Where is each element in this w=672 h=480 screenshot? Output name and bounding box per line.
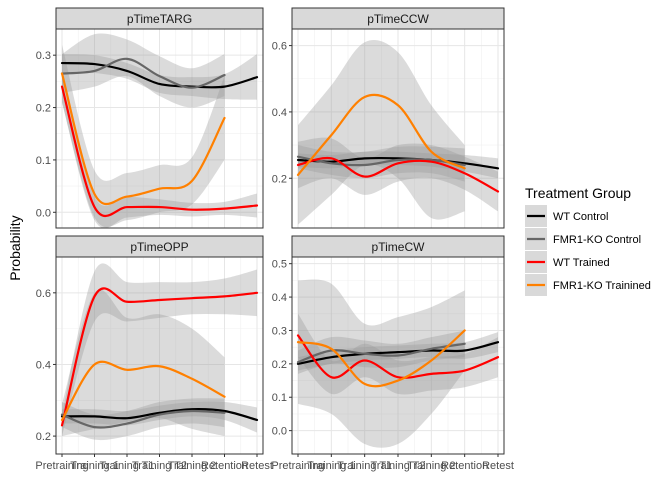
legend: Treatment Group WT Control FMR1-KO Contr…	[525, 185, 651, 296]
y-tick-label: 0.4	[272, 292, 287, 304]
series-line	[60, 72, 226, 206]
series-line	[296, 341, 500, 365]
facet-title: pTimeTARG	[127, 12, 192, 26]
x-tick-label: Pretraining	[271, 460, 324, 472]
y-tick-label: 0.1	[272, 392, 287, 404]
x-tick-label: Training T2	[132, 460, 187, 472]
x-tick-label: Training T2	[370, 460, 425, 472]
legend-entry: WT Trained	[525, 251, 610, 273]
legend-label: WT Control	[553, 211, 608, 223]
facet-title: pTimeCCW	[367, 12, 429, 26]
y-tick-label: 0.6	[36, 288, 51, 300]
x-tick-label: Training 1	[70, 460, 119, 472]
y-tick-label: 0.0	[36, 207, 51, 219]
x-tick-label: Training T1	[337, 460, 392, 472]
x-tick-label: Retest	[241, 460, 273, 472]
legend-entry: FMR1-KO Control	[525, 228, 641, 250]
series-line	[60, 287, 259, 427]
panel-border	[55, 28, 264, 229]
series-line	[296, 334, 500, 379]
y-tick-label: 0.2	[36, 431, 51, 443]
confidence-band	[62, 44, 225, 228]
y-tick-label: 0.0	[272, 426, 287, 438]
x-tick-label: Retention	[201, 460, 248, 472]
series-line	[60, 360, 226, 422]
series-line	[296, 156, 500, 170]
facet-title: pTimeCW	[372, 240, 426, 254]
facet-panel: pTimeCW0.00.10.20.30.40.5PretrainingTrai…	[271, 235, 514, 472]
y-tick-label: 0.4	[272, 107, 287, 119]
x-tick-label: Retention	[441, 460, 488, 472]
confidence-band	[62, 289, 225, 437]
facet-panel: pTimeCCW 0.2 0.4 0.6	[272, 7, 505, 229]
x-tick-label: Pretraining	[35, 460, 88, 472]
panel-border	[291, 28, 505, 229]
y-axis-title: Probability	[7, 215, 23, 280]
confidence-band	[62, 70, 257, 229]
y-tick-label: 0.2	[272, 359, 287, 371]
confidence-band	[298, 137, 498, 212]
x-tick-label: Training 2	[407, 460, 456, 472]
series-line	[296, 155, 466, 167]
legend-entry: FMR1-KO Trainined	[525, 274, 651, 296]
series-line	[60, 61, 259, 89]
y-tick-label: 0.3	[272, 325, 287, 337]
series-line	[296, 329, 466, 388]
facet-panel: pTimeTARG 0.0 0.1 0.2 0.3	[36, 7, 264, 229]
legend-entry: WT Control	[525, 205, 608, 227]
y-tick-label: 0.4	[36, 359, 51, 371]
series-line	[296, 93, 466, 177]
series-line	[296, 156, 500, 193]
series-line	[60, 408, 259, 422]
y-tick-label: 0.3	[36, 50, 51, 62]
confidence-band	[298, 151, 498, 179]
confidence-band	[62, 263, 257, 437]
series-line	[60, 57, 226, 89]
x-tick-label: Training 2	[168, 460, 217, 472]
x-tick-label: Training T1	[99, 460, 154, 472]
y-tick-label: 0.5	[272, 259, 287, 271]
legend-label: FMR1-KO Control	[553, 234, 641, 246]
facet-title: pTimeOPP	[130, 240, 188, 254]
y-tick-label: 0.6	[272, 41, 287, 53]
series-line	[60, 85, 259, 217]
x-tick-label: Training 1	[307, 460, 356, 472]
x-tick-label: Retest	[482, 460, 514, 472]
legend-label: FMR1-KO Trainined	[553, 280, 651, 292]
y-tick-label: 0.2	[36, 103, 51, 115]
confidence-band	[62, 33, 225, 108]
legend-label: WT Trained	[553, 257, 610, 269]
series-line	[60, 409, 226, 429]
confidence-band	[298, 313, 498, 395]
y-tick-label: 0.1	[36, 155, 51, 167]
confidence-band	[298, 279, 465, 448]
y-tick-label: 0.2	[272, 173, 287, 185]
legend-title: Treatment Group	[525, 185, 631, 201]
confidence-band	[298, 39, 465, 225]
series-line	[296, 342, 466, 364]
